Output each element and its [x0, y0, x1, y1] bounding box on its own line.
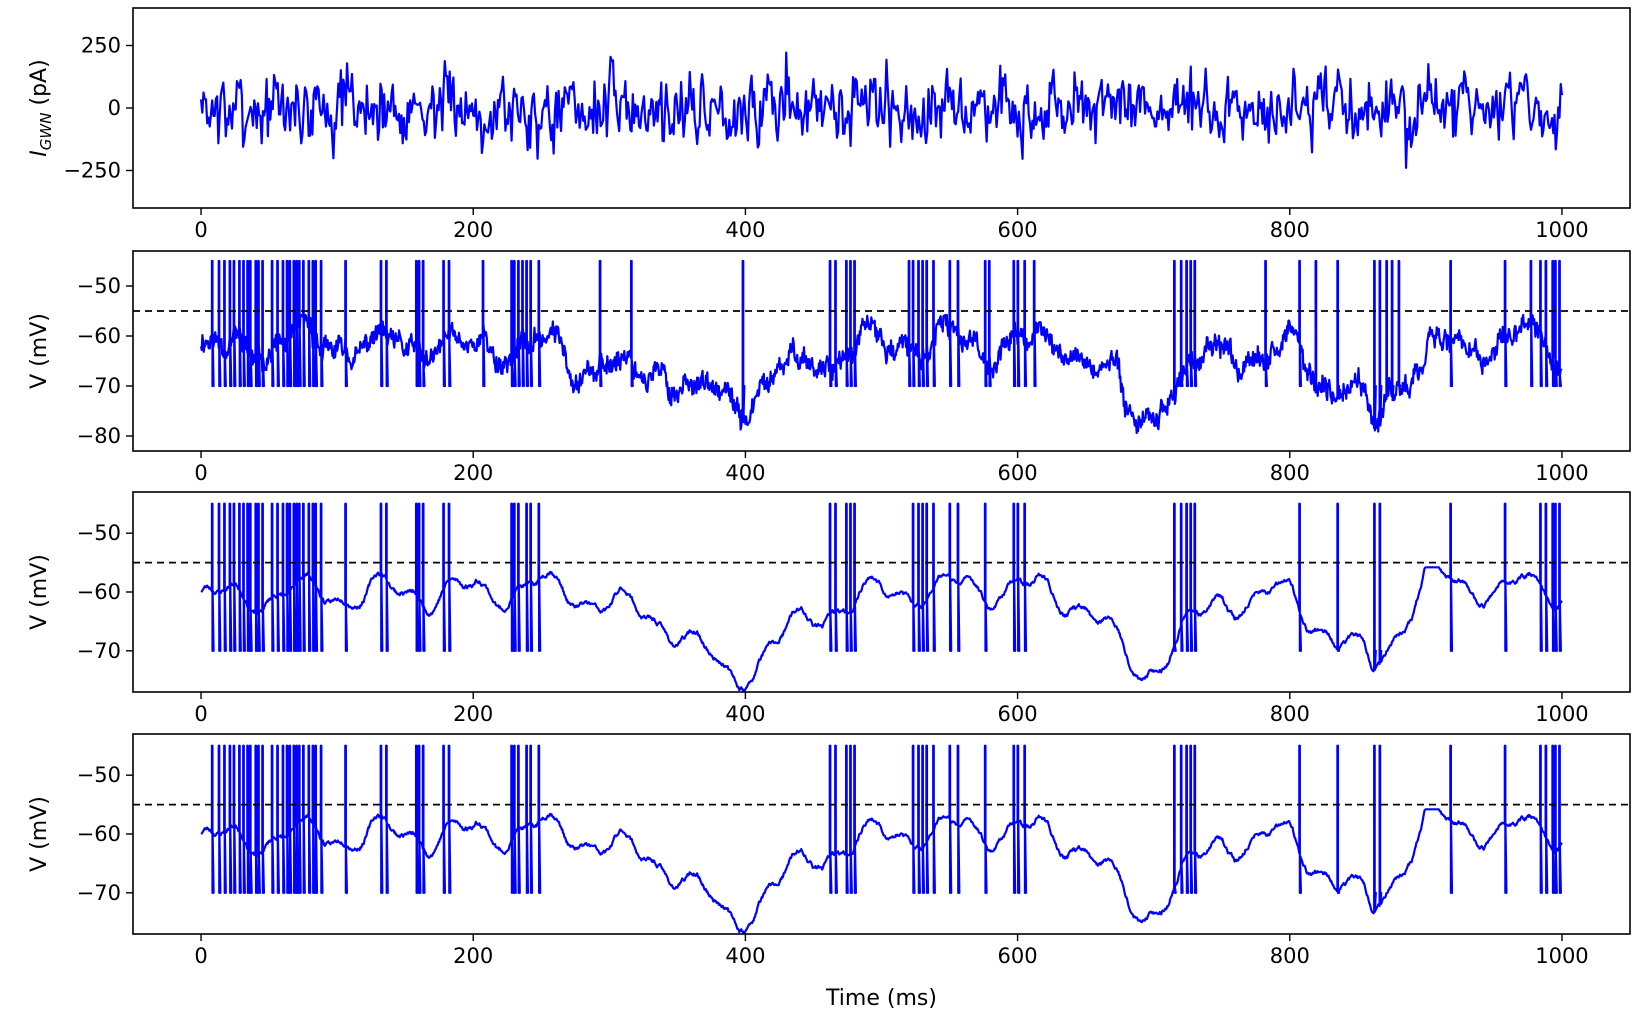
y-tick-label: −60 — [77, 580, 121, 604]
x-tick-label: 600 — [998, 461, 1038, 485]
x-tick-label: 1000 — [1535, 218, 1588, 242]
y-tick-label: −70 — [77, 639, 121, 663]
x-tick-label: 200 — [453, 944, 493, 968]
trace-voltage-3 — [200, 744, 1563, 934]
x-tick-label: 0 — [194, 944, 207, 968]
x-tick-label: 200 — [453, 461, 493, 485]
y-tick-label: −60 — [77, 324, 121, 348]
y-tick-label: −60 — [77, 822, 121, 846]
x-tick-label: 0 — [194, 218, 207, 242]
trace-current — [199, 51, 1564, 169]
x-tick-label: 800 — [1270, 944, 1310, 968]
trace-voltage-1 — [199, 259, 1563, 435]
y-tick-label: −50 — [77, 763, 121, 787]
y-axis-label: V (mV) — [27, 796, 52, 872]
y-tick-label: 250 — [81, 34, 121, 58]
x-tick-label: 1000 — [1535, 702, 1588, 726]
y-axis-label: IGWN (pA) — [27, 59, 55, 156]
x-tick-label: 0 — [194, 461, 207, 485]
y-axis-label: V (mV) — [27, 313, 52, 389]
plot-frame — [132, 733, 1631, 935]
x-tick-label: 0 — [194, 702, 207, 726]
panel-current: 0 200 400 600 800 1000 250 0 −250 IGWN (pA) — [27, 7, 1631, 242]
x-tick-label: 600 — [998, 944, 1038, 968]
plot-frame — [132, 250, 1631, 452]
y-tick-label: −70 — [77, 881, 121, 905]
x-tick-label: 400 — [725, 218, 765, 242]
x-tick-label: 400 — [725, 944, 765, 968]
y-tick-label: 0 — [108, 96, 121, 120]
x-tick-label: 600 — [998, 218, 1038, 242]
x-tick-label: 800 — [1270, 461, 1310, 485]
x-tick-label: 800 — [1270, 702, 1310, 726]
y-axis-label: V (mV) — [27, 554, 52, 630]
y-tick-label: −50 — [77, 521, 121, 545]
y-tick-label: −80 — [77, 424, 121, 448]
y-tick-label: −50 — [77, 274, 121, 298]
x-tick-label: 400 — [725, 461, 765, 485]
panel-voltage-2: 0 200 400 600 800 1000 −50 −60 −70 V (mV) — [27, 491, 1631, 726]
plot-frame — [132, 491, 1631, 693]
x-tick-label: 200 — [453, 218, 493, 242]
panel-voltage-3: 0 200 400 600 800 1000 −50 −60 −70 V (mV) — [27, 733, 1631, 968]
x-axis-label: Time (ms) — [825, 986, 937, 1011]
x-tick-label: 1000 — [1535, 944, 1588, 968]
x-tick-label: 400 — [725, 702, 765, 726]
panel-voltage-1: 0 200 400 600 800 1000 −50 −60 −70 −80 V (mV) — [27, 250, 1631, 485]
y-tick-label: −70 — [77, 374, 121, 398]
x-tick-label: 1000 — [1535, 461, 1588, 485]
x-tick-label: 800 — [1270, 218, 1310, 242]
y-tick-label: −250 — [63, 159, 121, 183]
trace-voltage-2 — [200, 502, 1563, 692]
x-tick-label: 200 — [453, 702, 493, 726]
x-tick-label: 600 — [998, 702, 1038, 726]
